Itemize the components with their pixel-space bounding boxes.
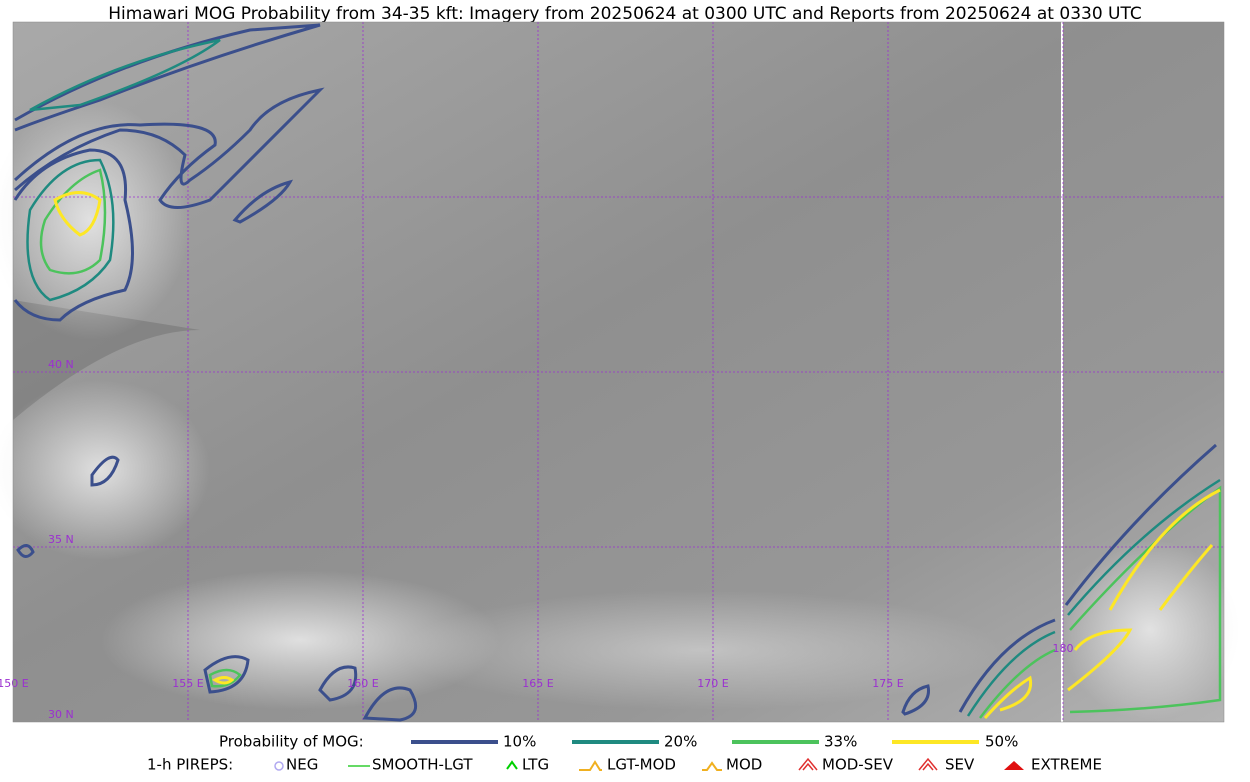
lon-label: 180 (1053, 642, 1074, 655)
cloud (0, 380, 210, 560)
map-frame (12, 21, 1225, 723)
grid (13, 22, 1224, 722)
lon-label: 175 E (872, 677, 903, 690)
lon-label: 170 E (697, 677, 728, 690)
contour-10 (13, 87, 325, 209)
contour-20 (29, 38, 221, 112)
pirep-icon (1004, 761, 1024, 770)
contour-20 (26, 158, 115, 302)
legend: Probability of MOG: 10% 20% 33% 50% 1-h … (147, 733, 1102, 774)
cloud (400, 590, 1000, 710)
contour-10 (203, 655, 250, 694)
lat-label: 30 N (48, 708, 74, 721)
legend-label: 33% (824, 733, 857, 751)
legend-label: 20% (664, 733, 697, 751)
contour-20 (966, 630, 1056, 717)
contour-33 (979, 648, 1056, 719)
legend-label: MOD (726, 756, 762, 774)
contour-50 (53, 191, 102, 237)
contour-10 (318, 665, 358, 702)
contours (13, 23, 1222, 722)
legend-label: 10% (503, 733, 536, 751)
contour-10 (901, 684, 931, 716)
cloud (100, 570, 500, 710)
legend-label: SEV (945, 756, 975, 774)
lon-label: 155 E (172, 677, 203, 690)
pirep-icon (579, 760, 602, 771)
title: Himawari MOG Probability from 34-35 kft:… (108, 4, 1142, 24)
pirep-icon (506, 760, 518, 770)
legend-label: NEG (286, 756, 318, 774)
pirep-icon (702, 761, 722, 771)
contour-10 (958, 618, 1056, 713)
lat-label: 35 N (48, 533, 74, 546)
map: 40 N 35 N 30 N 150 E 155 E 160 E 165 E 1… (0, 21, 1240, 723)
pirep-icon (274, 761, 284, 771)
lon-label: 160 E (347, 677, 378, 690)
contour-50 (983, 675, 1033, 719)
legend-label: SMOOTH-LGT (372, 756, 473, 774)
legend-title: Probability of MOG: (219, 733, 364, 751)
contour-50 (1067, 544, 1214, 692)
legend-label: LTG (522, 756, 549, 774)
contour-10 (13, 148, 134, 322)
contour-10 (90, 455, 120, 487)
pirep-icon (798, 757, 818, 771)
contour-10 (232, 179, 294, 224)
legend-title: 1-h PIREPS: (147, 756, 233, 774)
contour-50 (1108, 488, 1221, 611)
contour-10 (16, 544, 35, 558)
contour-10 (362, 686, 418, 722)
contour-33 (1069, 485, 1222, 714)
contour-33 (39, 168, 107, 275)
cloud (1060, 540, 1240, 720)
pirep-icon (918, 757, 938, 771)
contour-10 (14, 23, 321, 132)
legend-label: 50% (985, 733, 1018, 751)
legend-label: MOD-SEV (822, 756, 894, 774)
contour-33 (208, 668, 242, 688)
grid-labels: 40 N 35 N 30 N 150 E 155 E 160 E 165 E 1… (0, 358, 1074, 721)
contour-10 (1064, 443, 1217, 606)
contour-50 (211, 676, 235, 685)
lon-label: 165 E (522, 677, 553, 690)
contour-20 (1067, 478, 1221, 616)
legend-label: EXTREME (1031, 756, 1102, 774)
lon-label: 150 E (0, 677, 29, 690)
lat-label: 40 N (48, 358, 74, 371)
legend-label: LGT-MOD (607, 756, 676, 774)
